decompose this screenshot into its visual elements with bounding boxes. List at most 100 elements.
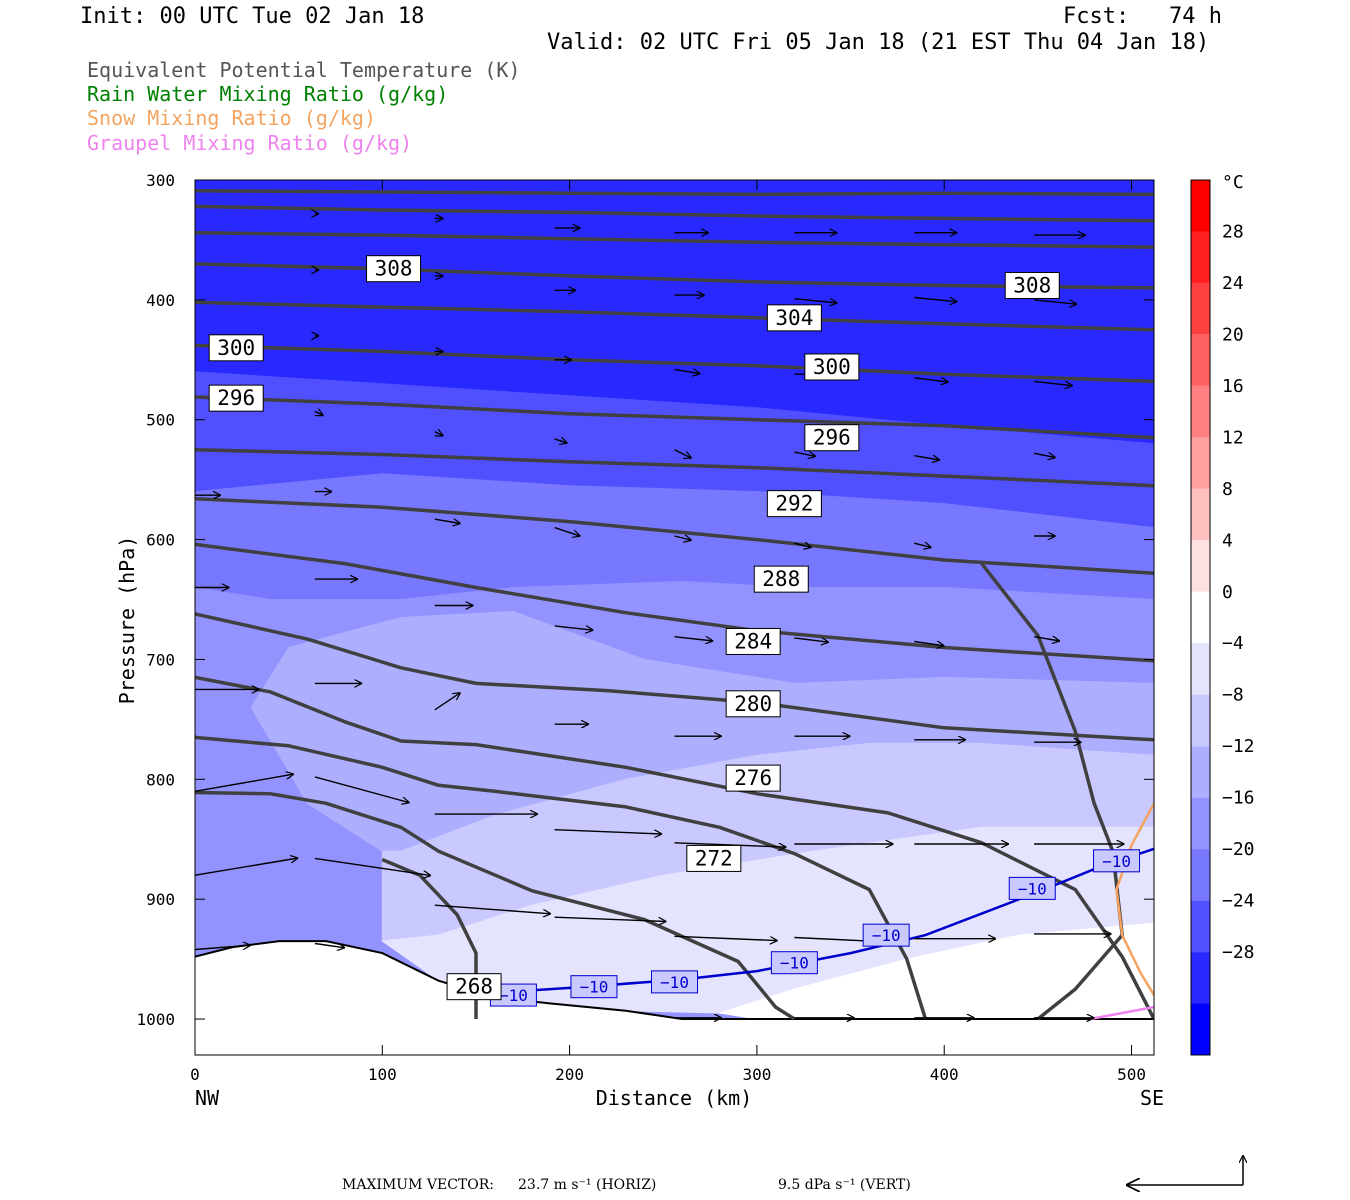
colorbar-unit: °C [1222,172,1244,193]
colorbar-tick-label: −24 [1222,891,1255,912]
theta-e-label: 308 [1004,271,1060,299]
x-tick-label: 400 [930,1065,959,1084]
plot-frame [194,179,1155,1056]
legend-rain-water: Rain Water Mixing Ratio (g/kg) [87,82,449,106]
theta-e-label: 272 [686,844,742,872]
theta-e-contour [195,447,1154,488]
legend-snow: Snow Mixing Ratio (g/kg) [87,106,376,130]
max-vector-horiz: 23.7 m s⁻¹ (HORIZ) [518,1177,657,1193]
wind-vector [914,296,957,302]
y-tick-label: 300 [146,171,175,190]
valid-time: Valid: 02 UTC Fri 05 Jan 18 (21 EST Thu … [547,30,1210,55]
theta-e-label-text: 300 [813,355,851,379]
colorbar-bin [1191,1003,1210,1055]
isotherm-label-text: −10 [1102,852,1131,871]
wind-vector [794,543,811,547]
theta-e-contour [195,790,796,1021]
y-tick-label: 400 [146,291,175,310]
colorbar-bin [1191,694,1210,747]
isotherm-label-text: −10 [580,978,609,997]
wind-vector [1034,299,1077,304]
theta-e-label: 296 [208,384,264,412]
wind-vector [434,693,461,711]
wind-vector [554,439,568,443]
isotherm-label: −10 [1008,876,1056,900]
wind-vector [914,543,931,547]
x-tick-label: 100 [368,1065,397,1084]
colorbar-tick-label: −8 [1222,685,1244,706]
x-tick-label: 300 [742,1065,771,1084]
colorbar-tick-label: 16 [1222,376,1244,397]
theta-e-label-text: 296 [217,386,255,410]
colorbar-tick-label: 12 [1222,427,1244,448]
colorbar-bin [1191,385,1210,438]
theta-e-label: 284 [725,627,781,655]
wind-vector [794,452,816,456]
colorbar-bin [1191,900,1210,953]
snow-contour [1090,802,1154,1021]
colorbar-bin [1191,231,1210,283]
theta-e-label-text: 276 [734,766,772,790]
wind-vector [674,536,692,540]
colorbar-tick-label: 8 [1222,479,1233,500]
theta-e-label-text: 308 [375,257,413,281]
theta-e-contour [195,204,1154,223]
isotherm-label: −10 [862,923,910,947]
theta-e-label-text: 296 [813,426,851,450]
colorbar-tick-label: 20 [1222,324,1244,345]
theta-e-contour [195,300,1154,332]
theta-e-label: 280 [725,690,781,718]
graupel-contour-line [1090,1005,1154,1021]
colorbar-bin [1191,591,1210,644]
colorbar-tick-label: −20 [1222,839,1255,860]
y-tick-label: 600 [146,531,175,550]
x-tick-label: 500 [1117,1065,1146,1084]
theta-e-contour [195,735,928,1020]
init-time: Init: 00 UTC Tue 02 Jan 18 [80,4,425,29]
colorbar-tick-label: 0 [1222,582,1233,603]
wind-vector [554,526,581,537]
colorbar-tick-label: −12 [1222,736,1255,757]
isotherm-label-text: −10 [780,954,809,973]
theta-e-label-text: 288 [762,567,800,591]
theta-e-label-text: 284 [734,629,772,653]
temperature-fill [195,180,1154,1055]
axes: 300 400 500 600 700 800 900 1000 0 100 200 300 400 50… [136,171,1154,1084]
wind-vector [914,377,948,382]
x-tick-label: 200 [555,1065,584,1084]
wind-vector [195,858,298,876]
x-axis-label: Distance (km) [596,1086,753,1110]
theta-e-contour [195,395,1154,440]
theta-e-label-text: 292 [775,492,813,516]
theta-e-label-text: 300 [217,336,255,360]
theta-e-label: 308 [366,255,422,283]
theta-e-label-text: 272 [695,846,733,870]
terrain [195,940,1154,1055]
theta-e-label: 268 [446,973,502,1001]
colorbar-frame [1190,179,1211,1056]
theta-e-label: 304 [766,304,822,332]
terrain-fill [195,941,1154,1055]
isotherm-label: −10 [770,951,818,975]
y-tick-label: 700 [146,650,175,669]
isotherm-label: −10 [489,983,537,1007]
wind-vectors [195,214,1125,1018]
snow-contour-line [1115,802,1154,996]
wind-vector [435,432,444,437]
wind-vector [554,829,663,834]
colorbar-bin [1191,180,1210,232]
x-axis-se-label: SE [1140,1086,1164,1110]
colorbar-bin [1191,334,1210,386]
wind-vector [195,945,251,951]
wind-vector [1034,380,1073,385]
contour-labels: −10 −10 −10 −10 −10 −10 −10 308 308 304 300 300 296 2… [208,255,1141,1007]
theta-e-contour [195,343,1154,384]
wind-vector [554,916,667,921]
colorbar-tick-label: −16 [1222,788,1255,809]
wind-vector [674,369,701,373]
wind-vector [315,411,324,417]
x-axis-nw-label: NW [195,1086,220,1110]
forecast-hour: Fcst: 74 h [1063,4,1222,29]
y-tick-label: 800 [146,770,175,789]
